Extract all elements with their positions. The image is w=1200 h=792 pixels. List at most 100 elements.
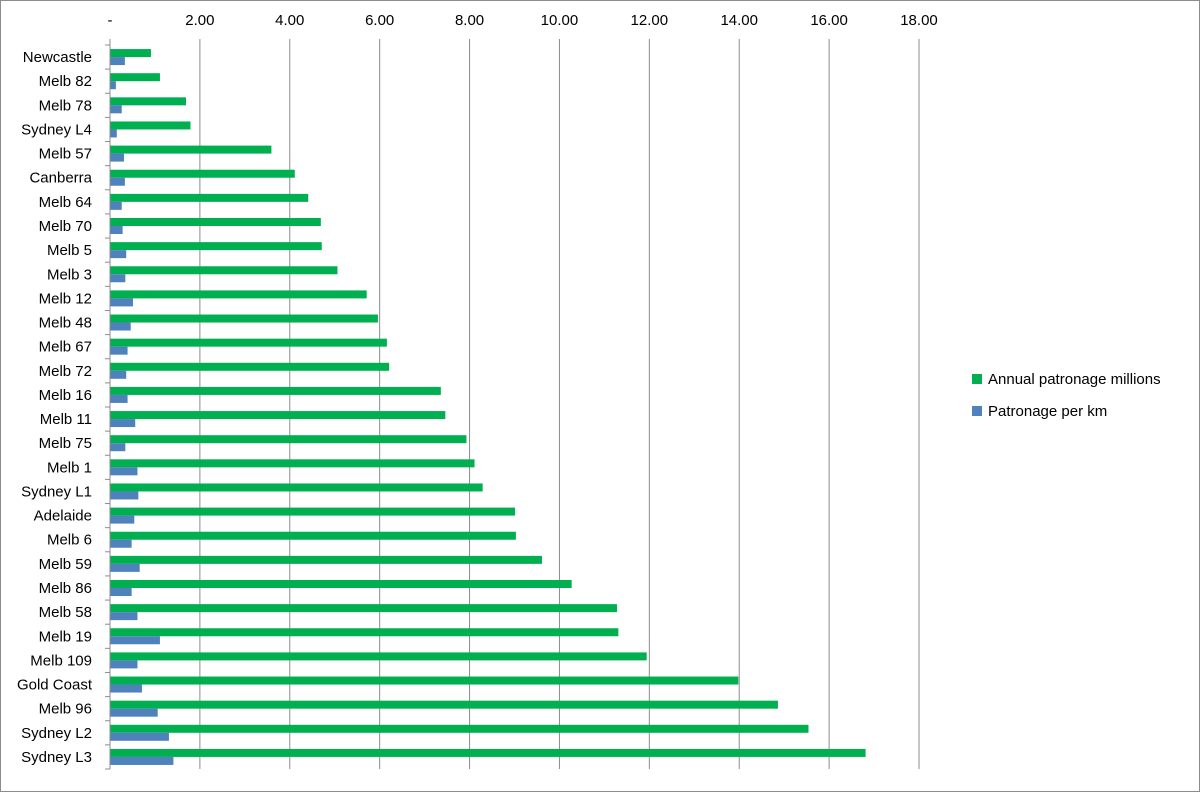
bar-annual-patronage xyxy=(110,242,322,251)
bar-patronage-per-km xyxy=(110,250,127,259)
category-labels: Newcastle Melb 82 Melb 78 Sydney L4 Melb 57 C… xyxy=(17,49,93,766)
x-tick-label: 4.00 xyxy=(275,12,304,29)
bar-patronage-per-km xyxy=(110,394,128,403)
bar-annual-patronage xyxy=(110,314,378,323)
bar-patronage-per-km xyxy=(110,491,139,500)
category-label: Melb 75 xyxy=(39,435,92,452)
bar-patronage-per-km xyxy=(110,419,136,428)
bar-annual-patronage xyxy=(110,483,483,492)
bar-annual-patronage xyxy=(110,169,295,178)
category-label: Gold Coast xyxy=(17,677,93,694)
bar-patronage-per-km xyxy=(110,81,116,90)
legend-swatch xyxy=(972,406,982,416)
bar-annual-patronage xyxy=(110,145,272,154)
bar-annual-patronage xyxy=(110,97,187,106)
bar-patronage-per-km xyxy=(110,153,124,162)
gridlines xyxy=(199,39,920,769)
category-label: Melb 109 xyxy=(30,652,92,669)
bar-annual-patronage xyxy=(110,724,809,733)
category-label: Melb 67 xyxy=(39,339,92,356)
x-tick-label: - xyxy=(108,12,113,29)
bar-patronage-per-km xyxy=(110,201,122,210)
bar-annual-patronage xyxy=(110,507,515,516)
bar-annual-patronage xyxy=(110,290,367,299)
category-label: Melb 96 xyxy=(39,701,92,718)
bar-patronage-per-km xyxy=(110,57,125,66)
bar-annual-patronage xyxy=(110,411,446,420)
bar-annual-patronage xyxy=(110,266,338,275)
category-label: Sydney L4 xyxy=(21,121,92,138)
bar-patronage-per-km xyxy=(110,467,138,476)
bar-patronage-per-km xyxy=(110,226,123,234)
bar-annual-patronage xyxy=(110,628,619,637)
legend-swatch xyxy=(972,374,982,384)
category-label: Melb 5 xyxy=(47,242,92,259)
bar-annual-patronage xyxy=(110,580,572,588)
x-tick-label: 8.00 xyxy=(455,12,484,29)
category-label: Melb 12 xyxy=(39,290,92,307)
axis xyxy=(105,39,111,770)
bar-annual-patronage xyxy=(110,73,160,82)
x-tick-label: 2.00 xyxy=(185,12,214,29)
bar-patronage-per-km xyxy=(110,588,132,596)
category-label: Melb 6 xyxy=(47,532,92,549)
bar-annual-patronage xyxy=(110,121,191,130)
bar-annual-patronage xyxy=(110,193,309,202)
x-tick-label: 12.00 xyxy=(631,12,669,29)
category-label: Melb 3 xyxy=(47,266,92,283)
legend-label: Patronage per km xyxy=(988,403,1107,420)
bar-annual-patronage xyxy=(110,49,151,58)
category-label: Sydney L1 xyxy=(21,483,92,500)
category-label: Canberra xyxy=(29,170,92,187)
bar-patronage-per-km xyxy=(110,563,140,572)
bar-annual-patronage xyxy=(110,386,441,395)
category-label: Melb 11 xyxy=(40,411,92,428)
bar-patronage-per-km xyxy=(110,539,132,548)
bar-patronage-per-km xyxy=(110,684,142,693)
bar-patronage-per-km xyxy=(110,636,160,645)
bar-annual-patronage xyxy=(110,652,647,661)
bar-patronage-per-km xyxy=(110,443,126,452)
bar-patronage-per-km xyxy=(110,129,117,138)
bar-annual-patronage xyxy=(110,338,387,347)
x-tick-label: 14.00 xyxy=(720,12,758,29)
category-label: Melb 59 xyxy=(39,556,92,573)
bar-patronage-per-km xyxy=(110,515,135,524)
bar-annual-patronage xyxy=(110,459,475,468)
category-label: Sydney L2 xyxy=(21,725,92,742)
category-label: Adelaide xyxy=(34,508,92,525)
bar-patronage-per-km xyxy=(110,612,138,621)
category-label: Melb 1 xyxy=(47,459,92,476)
category-label: Melb 48 xyxy=(39,315,92,332)
legend-label: Annual patronage millions xyxy=(988,371,1161,388)
category-label: Newcastle xyxy=(23,49,92,66)
bar-patronage-per-km xyxy=(110,274,126,283)
bar-annual-patronage xyxy=(110,435,467,444)
bar-annual-patronage xyxy=(110,218,321,226)
category-label: Sydney L3 xyxy=(21,749,92,766)
bar-patronage-per-km xyxy=(110,756,174,765)
bar-patronage-per-km xyxy=(110,298,133,307)
bar-patronage-per-km xyxy=(110,322,131,331)
category-label: Melb 70 xyxy=(39,218,92,235)
bar-patronage-per-km xyxy=(110,177,125,186)
category-label: Melb 58 xyxy=(39,604,92,621)
bar-annual-patronage xyxy=(110,555,542,564)
x-tick-label: 18.00 xyxy=(900,12,938,29)
x-tick-label: 16.00 xyxy=(810,12,848,29)
bar-patronage-per-km xyxy=(110,732,169,741)
x-tick-label: 10.00 xyxy=(541,12,579,29)
category-label: Melb 16 xyxy=(39,387,92,404)
category-label: Melb 86 xyxy=(39,580,92,597)
x-tick-labels: - 2.00 4.00 6.00 8.00 10.00 12.00 14.00 16.00 18.… xyxy=(108,12,938,29)
category-label: Melb 78 xyxy=(39,97,92,114)
category-label: Melb 64 xyxy=(39,194,92,211)
bar-annual-patronage xyxy=(110,700,778,709)
category-label: Melb 57 xyxy=(39,146,92,163)
bar-annual-patronage xyxy=(110,748,866,757)
bar-annual-patronage xyxy=(110,531,516,540)
bar-patronage-per-km xyxy=(110,708,158,717)
bar-patronage-per-km xyxy=(110,370,127,379)
bars xyxy=(110,49,866,765)
